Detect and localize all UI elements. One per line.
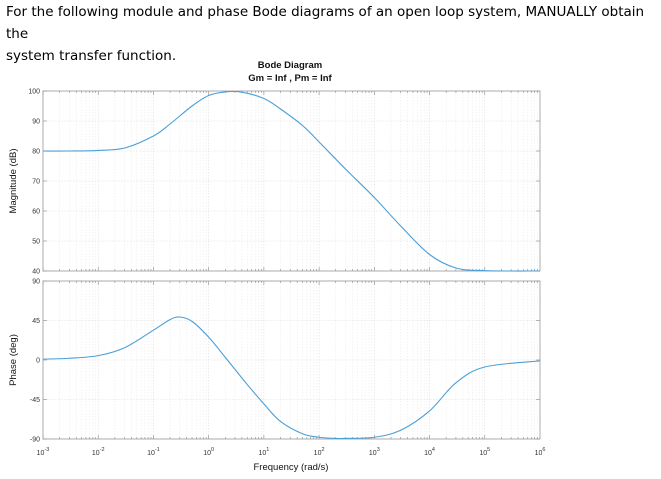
x-tick-label: 102	[314, 447, 325, 457]
phase-tick-labels: -90 -45 0 45 90	[30, 279, 40, 444]
phase-y-tick-label: 0	[36, 358, 40, 365]
x-tick-label: 10-3	[37, 447, 50, 457]
phase-y-tick-label: -90	[30, 437, 40, 444]
phase-y-tick-label: 90	[32, 279, 40, 286]
x-tick-label: 100	[203, 447, 214, 457]
phase-y-axis-label: Phase (deg)	[8, 334, 19, 386]
magnitude-y-tick-label: 60	[32, 209, 40, 216]
x-tick-label: 103	[369, 447, 380, 457]
magnitude-tick-labels: 40 50 60 70 80 90 100	[28, 89, 40, 276]
magnitude-plot: 40 50 60 70 80 90 100	[28, 89, 541, 276]
question-line-1: For the following module and phase Bode …	[6, 4, 645, 42]
phase-plot: -90 -45 0 45 90	[30, 279, 541, 444]
x-axis-label: Frequency (rad/s)	[254, 462, 329, 473]
question-text: For the following module and phase Bode …	[6, 1, 658, 67]
x-tick-label: 105	[479, 447, 490, 457]
magnitude-y-tick-label: 80	[32, 149, 40, 156]
chart-title: Bode Diagram	[258, 60, 322, 71]
magnitude-y-tick-label: 90	[32, 119, 40, 126]
chart-subtitle: Gm = Inf , Pm = Inf	[248, 73, 332, 84]
question-line-2: system transfer function.	[6, 48, 177, 64]
x-tick-label: 104	[424, 447, 435, 457]
phase-grid	[42, 280, 540, 440]
magnitude-y-tick-label: 50	[32, 239, 40, 246]
phase-axes-box	[42, 280, 541, 440]
magnitude-y-tick-label: 70	[32, 179, 40, 186]
magnitude-y-tick-label: 40	[32, 269, 40, 276]
magnitude-y-tick-label: 100	[28, 89, 40, 96]
magnitude-line	[42, 90, 541, 272]
x-tick-label: 101	[258, 447, 269, 457]
magnitude-grid	[42, 90, 540, 272]
magnitude-y-axis-label: Magnitude (dB)	[8, 149, 19, 214]
x-tick-label: 10-2	[92, 447, 105, 457]
magnitude-axes-box	[42, 90, 541, 272]
frequency-tick-labels: 10-3 10-2 10-1 100 101 102 103 104 105 106	[37, 447, 546, 457]
phase-line	[42, 316, 541, 440]
x-tick-label: 106	[535, 447, 546, 457]
x-tick-label: 10-1	[147, 447, 160, 457]
phase-y-tick-label: 45	[32, 318, 40, 325]
phase-y-tick-label: -45	[30, 397, 40, 404]
